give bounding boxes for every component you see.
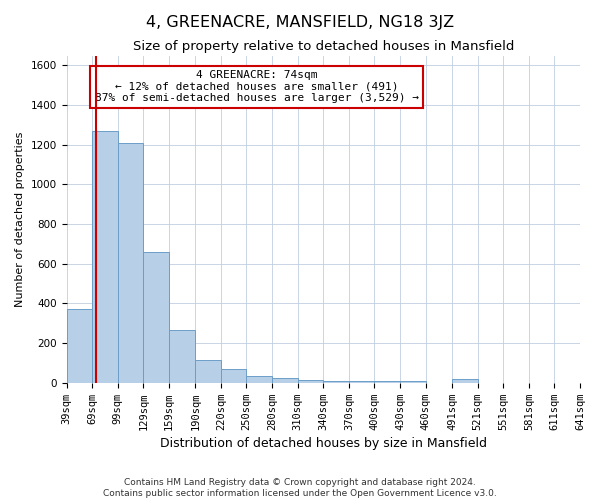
Bar: [247, 376, 272, 383]
Bar: [452, 379, 478, 383]
Bar: [221, 370, 247, 383]
Bar: [118, 143, 143, 383]
Text: Contains HM Land Registry data © Crown copyright and database right 2024.
Contai: Contains HM Land Registry data © Crown c…: [103, 478, 497, 498]
Bar: [400, 381, 425, 383]
Bar: [374, 381, 400, 383]
Text: 4 GREENACRE: 74sqm
← 12% of detached houses are smaller (491)
87% of semi-detach: 4 GREENACRE: 74sqm ← 12% of detached hou…: [95, 70, 419, 104]
Bar: [169, 330, 196, 383]
Bar: [349, 381, 374, 383]
Y-axis label: Number of detached properties: Number of detached properties: [15, 132, 25, 307]
Text: 4, GREENACRE, MANSFIELD, NG18 3JZ: 4, GREENACRE, MANSFIELD, NG18 3JZ: [146, 15, 454, 30]
X-axis label: Distribution of detached houses by size in Mansfield: Distribution of detached houses by size …: [160, 437, 487, 450]
Bar: [143, 252, 169, 383]
Bar: [196, 360, 221, 383]
Bar: [272, 378, 298, 383]
Bar: [92, 131, 118, 383]
Bar: [298, 380, 323, 383]
Title: Size of property relative to detached houses in Mansfield: Size of property relative to detached ho…: [133, 40, 514, 53]
Bar: [323, 381, 349, 383]
Bar: [67, 310, 92, 383]
